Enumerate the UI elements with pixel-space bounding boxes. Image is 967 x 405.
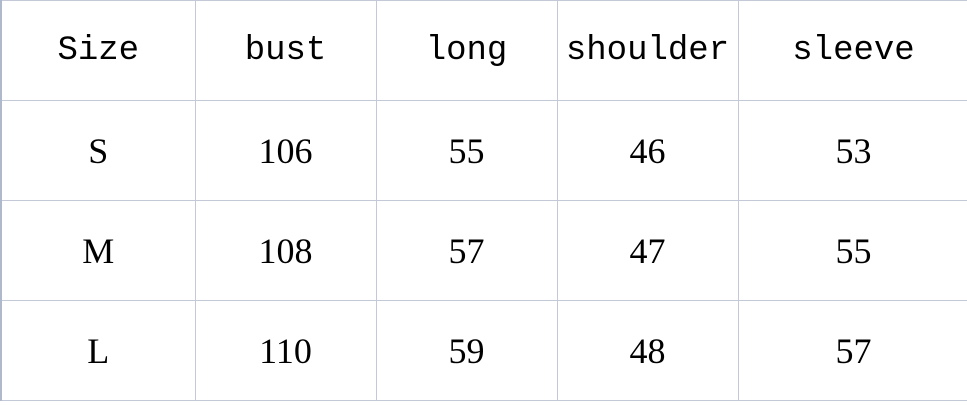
cell: 57: [737, 300, 967, 401]
cell: 110: [194, 300, 377, 401]
cell: M: [0, 200, 196, 301]
table-row: M 108 57 47 55: [0, 200, 967, 301]
cell: 55: [375, 100, 558, 201]
header-sleeve: sleeve: [737, 0, 967, 101]
cell: L: [0, 300, 196, 401]
cell: 55: [737, 200, 967, 301]
cell: 48: [556, 300, 739, 401]
header-shoulder: shoulder: [556, 0, 739, 101]
cell: 59: [375, 300, 558, 401]
cell: 108: [194, 200, 377, 301]
header-long: long: [375, 0, 558, 101]
table-row: S 106 55 46 53: [0, 100, 967, 201]
header-bust: bust: [194, 0, 377, 101]
cell: 106: [194, 100, 377, 201]
table-row: L 110 59 48 57: [0, 300, 967, 401]
header-row: Size bust long shoulder sleeve: [0, 0, 967, 101]
cell: 53: [737, 100, 967, 201]
header-size: Size: [0, 0, 196, 101]
cell: S: [0, 100, 196, 201]
cell: 46: [556, 100, 739, 201]
cell: 47: [556, 200, 739, 301]
cell: 57: [375, 200, 558, 301]
